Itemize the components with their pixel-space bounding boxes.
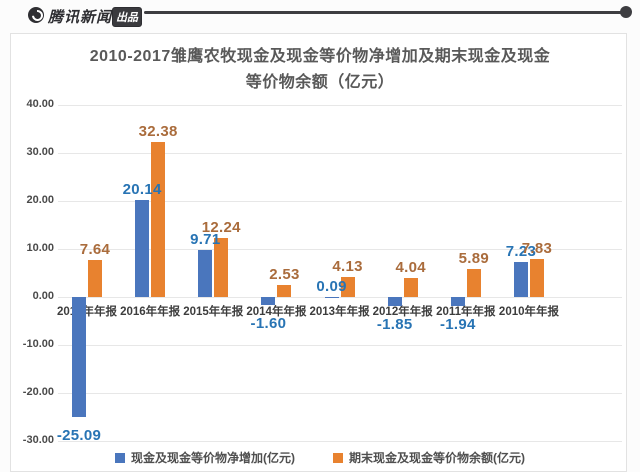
watermark-brand-text: 腾讯新闻 <box>48 9 113 26</box>
chart-title-line2: 等价物余额（亿元） <box>245 74 395 91</box>
chart-title-line1: 2010-2017雏鹰农牧现金及现金等价物净增加及期末现金及现金 <box>89 48 551 65</box>
legend-label: 期末现金及现金等价物余额(亿元) <box>349 451 525 465</box>
legend-marker-icon <box>115 452 125 463</box>
legend: 现金及现金等价物净增加(亿元) 期末现金及现金等价物余额(亿元) <box>10 449 630 466</box>
watermark-badge: 出品 <box>112 7 142 27</box>
legend-item: 现金及现金等价物净增加(亿元) <box>115 449 295 466</box>
legend-item: 期末现金及现金等价物余额(亿元) <box>333 449 525 466</box>
tencent-news-logo-icon <box>28 7 44 23</box>
legend-label: 现金及现金等价物净增加(亿元) <box>131 451 295 465</box>
chart-card <box>10 33 627 472</box>
watermark-divider-dot <box>620 6 632 18</box>
chart-title: 2010-2017雏鹰农牧现金及现金等价物净增加及期末现金及现金 等价物余额（亿… <box>10 44 630 96</box>
legend-marker-icon <box>333 452 343 463</box>
watermark-divider-line <box>144 11 622 14</box>
